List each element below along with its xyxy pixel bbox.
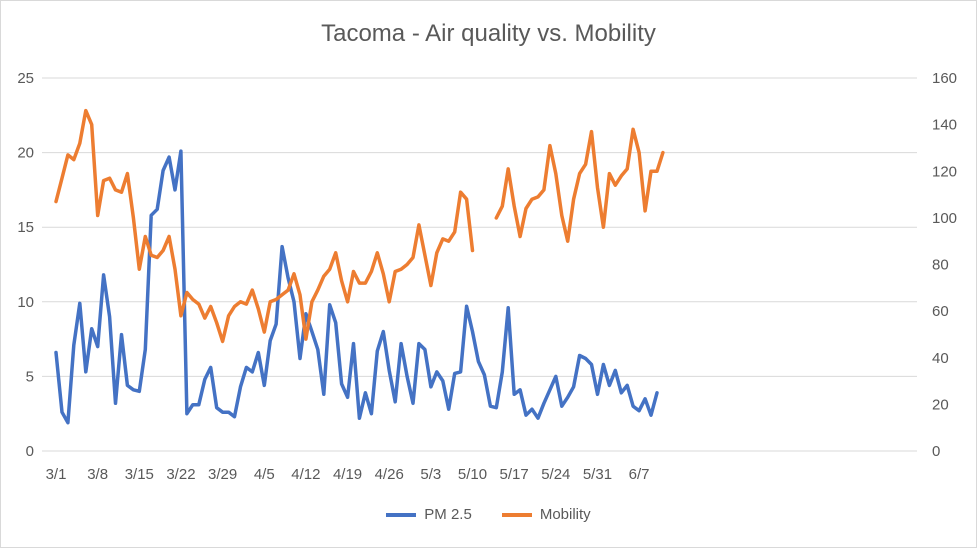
right-axis-tick-label: 100 <box>932 210 957 227</box>
legend-label-mobility: Mobility <box>539 506 591 523</box>
right-axis-tick-label: 160 <box>932 70 957 87</box>
x-axis-tick-label: 5/17 <box>500 466 529 483</box>
legend-swatch-mobility <box>501 512 532 517</box>
legend-label-pm25: PM 2.5 <box>424 506 472 523</box>
right-axis-tick-label: 20 <box>932 396 949 413</box>
legend-swatch-pm25 <box>386 512 417 517</box>
series-line-mobility <box>54 108 665 344</box>
legend-item-mobility: Mobility <box>501 506 591 523</box>
left-axis-tick-label: 25 <box>17 70 34 87</box>
chart-legend: PM 2.5 Mobility <box>0 506 977 523</box>
series-line-pm25 <box>54 149 659 425</box>
left-axis-tick-label: 10 <box>17 294 34 311</box>
legend-item-pm25: PM 2.5 <box>386 506 472 523</box>
right-axis-tick-label: 80 <box>932 257 949 274</box>
x-axis-tick-label: 3/8 <box>87 466 108 483</box>
left-axis-tick-label: 0 <box>26 443 34 460</box>
x-axis-tick-label: 3/15 <box>125 466 154 483</box>
x-axis-tick-label: 3/1 <box>46 466 67 483</box>
right-axis-tick-label: 120 <box>932 163 957 180</box>
right-axis-tick-label: 140 <box>932 117 957 134</box>
left-axis-tick-label: 15 <box>17 219 34 236</box>
x-axis-tick-label: 3/29 <box>208 466 237 483</box>
x-axis-tick-label: 4/19 <box>333 466 362 483</box>
left-axis-tick-label: 5 <box>26 368 34 385</box>
x-axis-tick-label: 5/24 <box>541 466 570 483</box>
x-axis-tick-label: 5/3 <box>420 466 441 483</box>
x-axis-tick-label: 5/31 <box>583 466 612 483</box>
right-axis-tick-label: 40 <box>932 350 949 367</box>
chart-title: Tacoma - Air quality vs. Mobility <box>321 20 656 47</box>
x-axis-tick-label: 6/7 <box>629 466 650 483</box>
x-axis-tick-label: 4/5 <box>254 466 275 483</box>
left-axis-tick-label: 20 <box>17 145 34 162</box>
x-axis-tick-label: 4/26 <box>375 466 404 483</box>
right-axis-tick-label: 60 <box>932 303 949 320</box>
x-axis-tick-label: 5/10 <box>458 466 487 483</box>
x-axis-tick-label: 3/22 <box>166 466 195 483</box>
x-axis-tick-label: 4/12 <box>291 466 320 483</box>
right-axis-tick-label: 0 <box>932 443 940 460</box>
